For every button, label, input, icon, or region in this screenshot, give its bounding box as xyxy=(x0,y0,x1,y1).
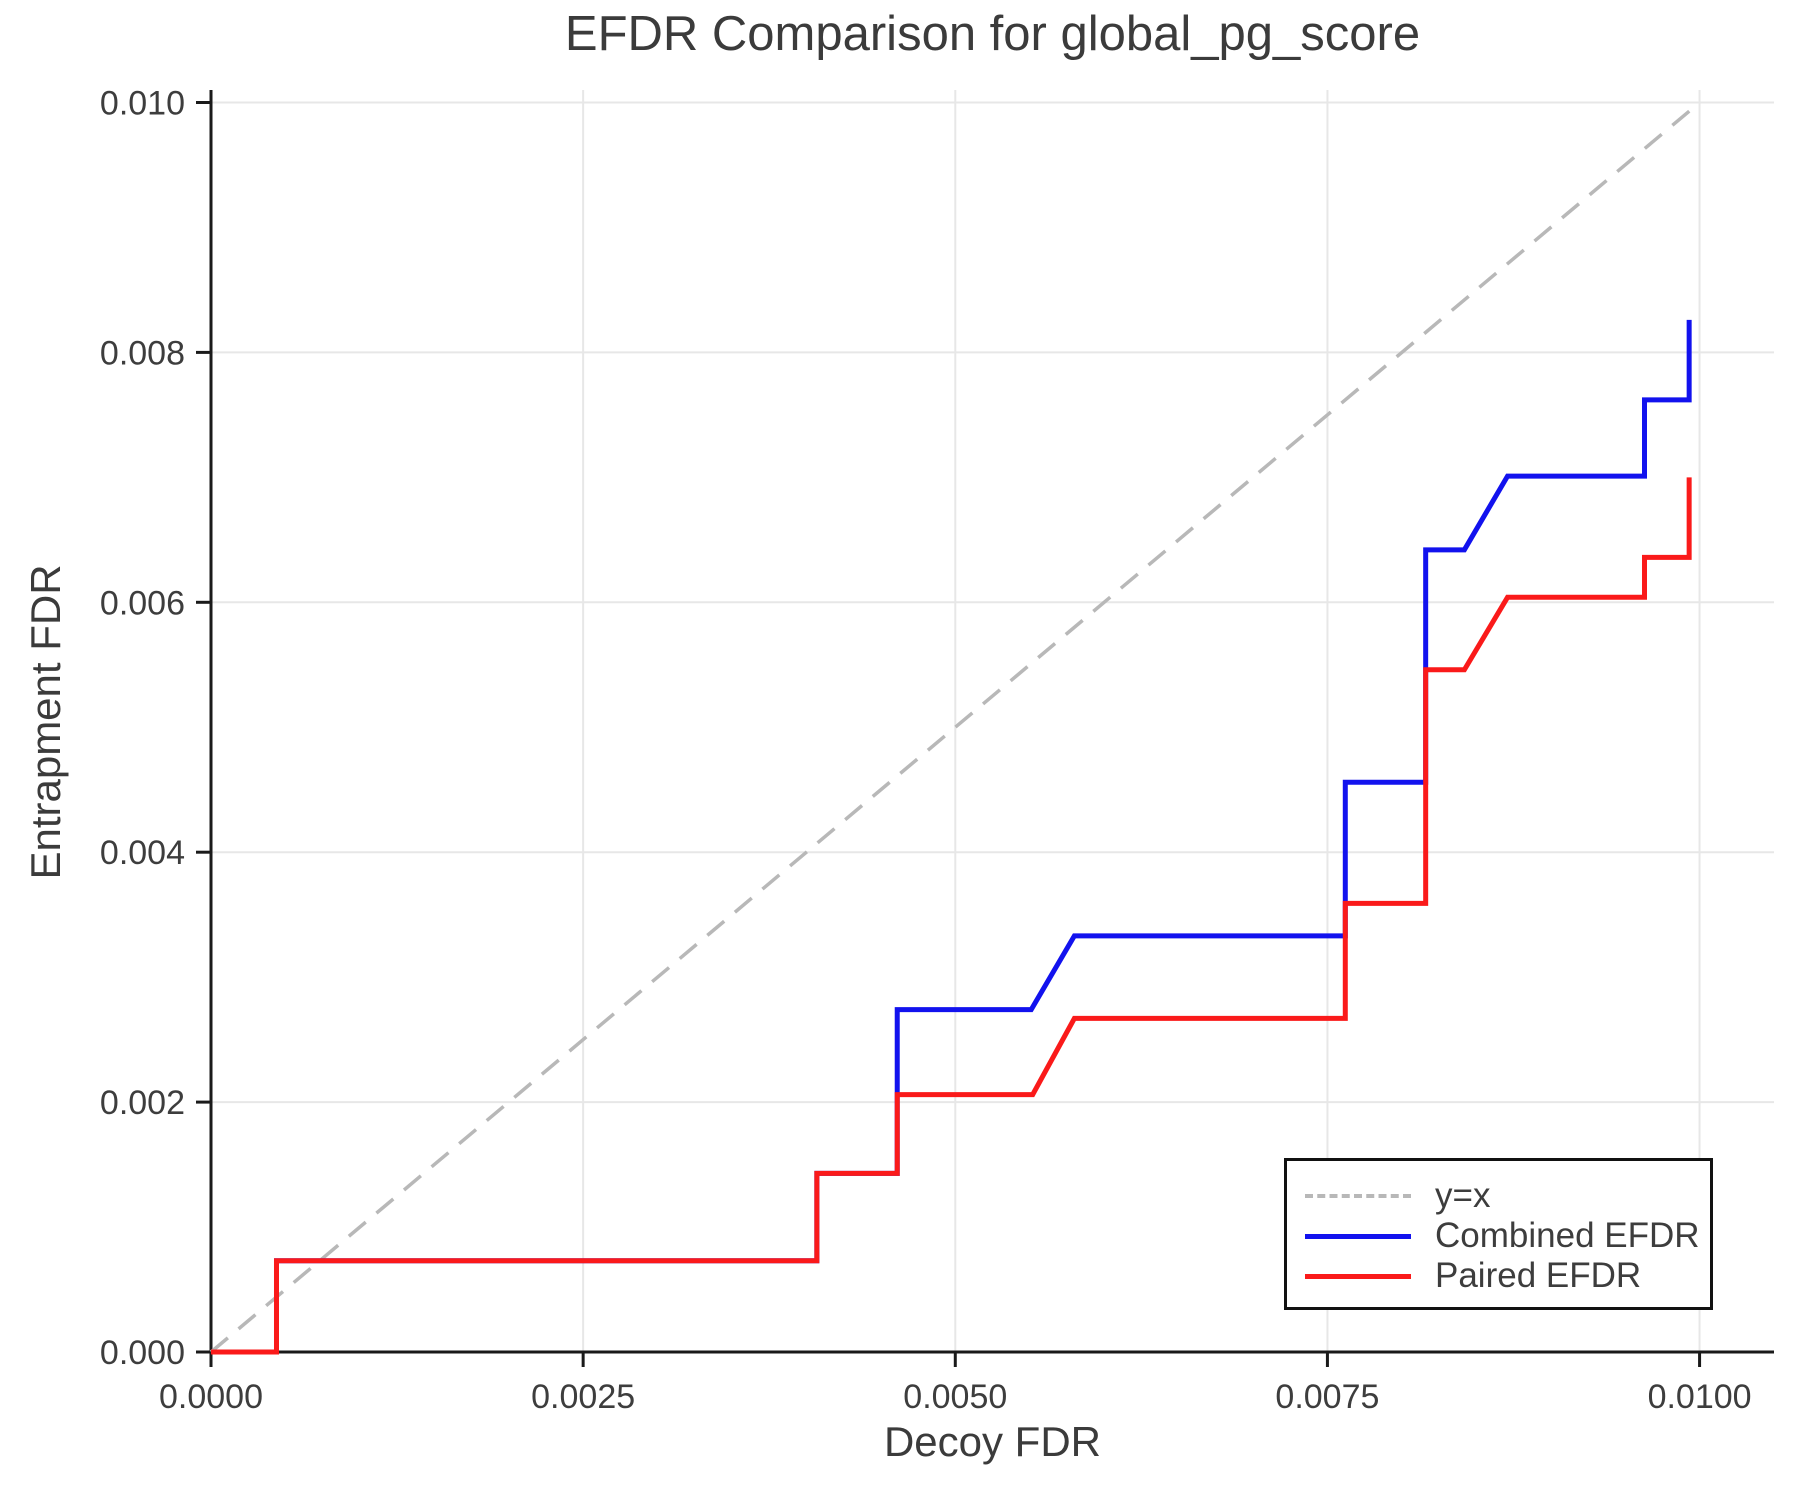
x-axis-label: Decoy FDR xyxy=(883,1418,1102,1465)
legend-row-identity: y=x xyxy=(1305,1176,1710,1216)
x-tick-label: 0.0100 xyxy=(1648,1378,1752,1416)
legend-label-combined-efdr: Combined EFDR xyxy=(1435,1216,1700,1255)
red-line-swatch-icon xyxy=(1305,1273,1411,1279)
y-tick-label: 0.010 xyxy=(100,84,185,122)
x-tick-label: 0.0025 xyxy=(531,1378,635,1416)
legend-box: y=x Combined EFDR Paired EFDR xyxy=(1284,1158,1713,1310)
x-tick-label: 0.0050 xyxy=(903,1378,1007,1416)
y-tick-label: 0.002 xyxy=(100,1084,185,1122)
dashed-line-swatch-icon xyxy=(1305,1194,1411,1198)
blue-line-swatch-icon xyxy=(1305,1233,1411,1239)
series-paired-efdr xyxy=(211,477,1692,1355)
x-tick-label: 0.0075 xyxy=(1275,1378,1379,1416)
x-tick-label: 0.0000 xyxy=(159,1378,263,1416)
y-axis-label: Entrapment FDR xyxy=(22,564,69,880)
y-tick-label: 0.000 xyxy=(100,1334,185,1372)
y-tick-label: 0.006 xyxy=(100,584,185,622)
legend-label-paired-efdr: Paired EFDR xyxy=(1435,1256,1642,1295)
legend-row-combined-efdr: Combined EFDR xyxy=(1305,1216,1710,1256)
legend-row-paired-efdr: Paired EFDR xyxy=(1305,1256,1710,1296)
legend-label-identity: y=x xyxy=(1435,1176,1491,1215)
chart-title: EFDR Comparison for global_pg_score xyxy=(564,7,1421,61)
y-tick-label: 0.004 xyxy=(100,834,185,872)
y-tick-label: 0.008 xyxy=(100,334,185,372)
